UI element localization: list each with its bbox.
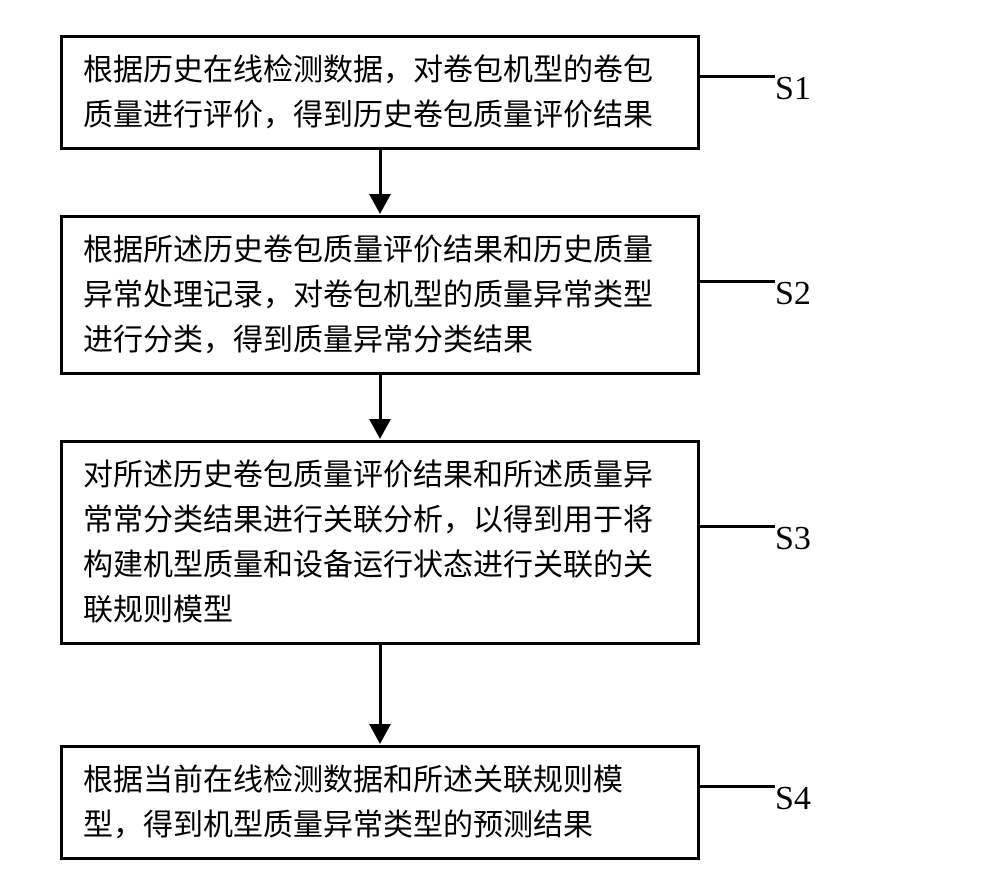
- step-label-s4: S4: [775, 780, 811, 818]
- step-label-s3: S3: [775, 520, 811, 558]
- arrow-line: [379, 375, 382, 420]
- connector-s4: [700, 785, 775, 788]
- connector-s2: [700, 280, 775, 283]
- step-label-s2: S2: [775, 275, 811, 313]
- arrow-2: [369, 375, 391, 439]
- step-label-s1: S1: [775, 70, 811, 108]
- arrow-head-icon: [369, 419, 391, 439]
- step-box-s2: 根据所述历史卷包质量评价结果和历史质量异常处理记录，对卷包机型的质量异常类型进行…: [60, 215, 700, 375]
- step-text-s2: 根据所述历史卷包质量评价结果和历史质量异常处理记录，对卷包机型的质量异常类型进行…: [83, 228, 677, 363]
- step-box-s3: 对所述历史卷包质量评价结果和所述质量异常常分类结果进行关联分析，以得到用于将构建…: [60, 440, 700, 645]
- step-text-s1: 根据历史在线检测数据，对卷包机型的卷包质量进行评价，得到历史卷包质量评价结果: [83, 48, 677, 138]
- arrow-line: [379, 645, 382, 725]
- step-text-s4: 根据当前在线检测数据和所述关联规则模型，得到机型质量异常类型的预测结果: [83, 758, 677, 848]
- arrow-3: [369, 645, 391, 744]
- flowchart-container: 根据历史在线检测数据，对卷包机型的卷包质量进行评价，得到历史卷包质量评价结果 S…: [0, 20, 1000, 870]
- connector-s1: [700, 75, 775, 78]
- arrow-head-icon: [369, 724, 391, 744]
- connector-s3: [700, 525, 775, 528]
- step-text-s3: 对所述历史卷包质量评价结果和所述质量异常常分类结果进行关联分析，以得到用于将构建…: [83, 453, 677, 633]
- arrow-line: [379, 150, 382, 195]
- arrow-head-icon: [369, 194, 391, 214]
- arrow-1: [369, 150, 391, 214]
- step-box-s1: 根据历史在线检测数据，对卷包机型的卷包质量进行评价，得到历史卷包质量评价结果: [60, 35, 700, 150]
- step-box-s4: 根据当前在线检测数据和所述关联规则模型，得到机型质量异常类型的预测结果: [60, 745, 700, 860]
